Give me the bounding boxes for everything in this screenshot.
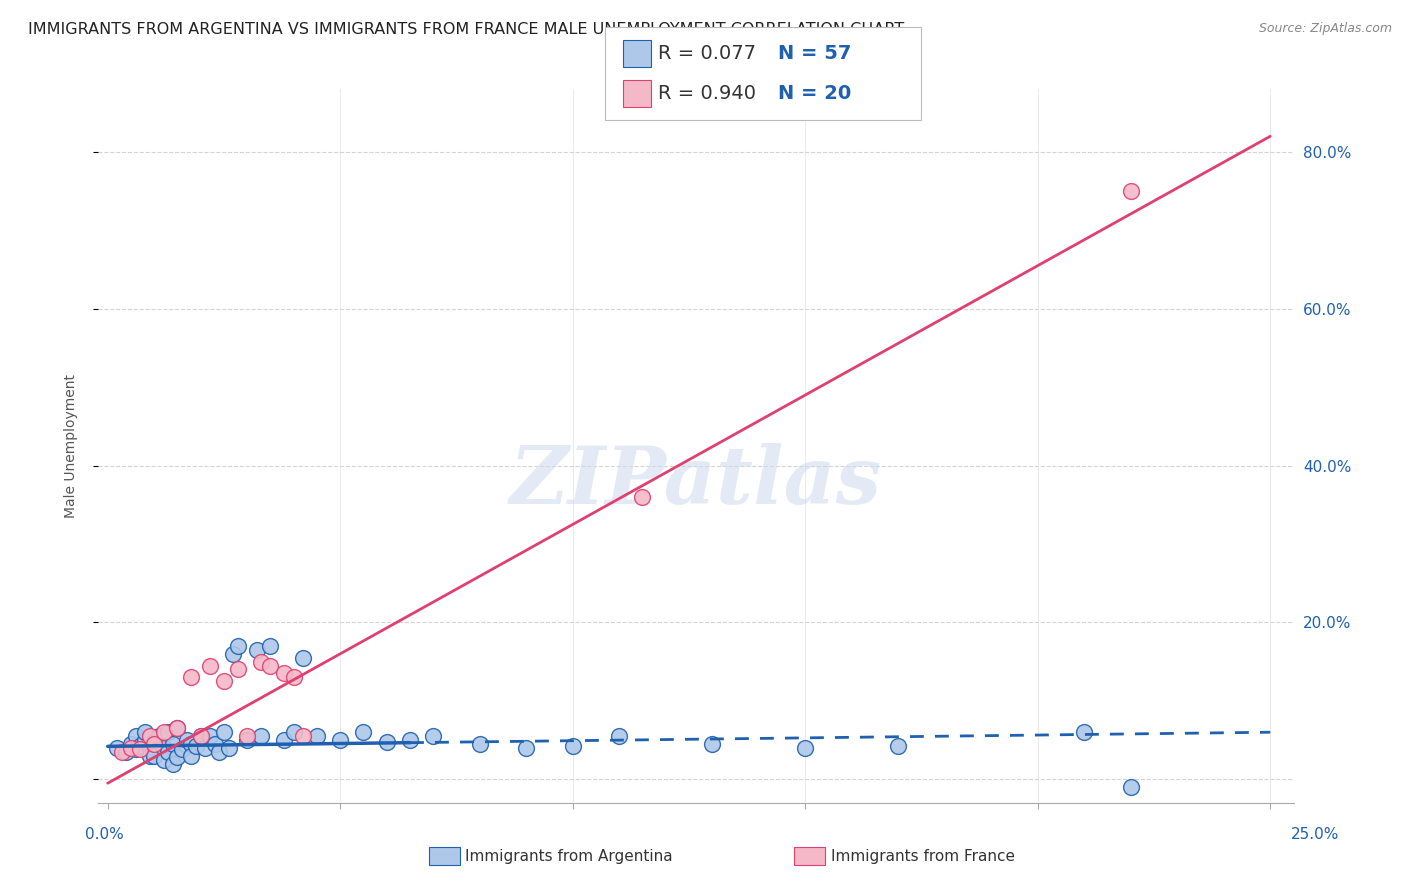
Point	[245, 643, 267, 657]
Point	[887, 739, 910, 754]
Point	[120, 740, 142, 755]
Point	[180, 748, 202, 763]
Point	[124, 742, 146, 756]
Point	[143, 734, 166, 748]
Text: N = 57: N = 57	[778, 44, 851, 63]
Point	[190, 729, 212, 743]
Point	[194, 740, 217, 755]
Point	[702, 737, 724, 751]
Point	[138, 742, 160, 756]
Point	[166, 721, 188, 735]
Point	[176, 733, 198, 747]
Point	[152, 740, 174, 755]
Point	[138, 748, 160, 763]
Point	[198, 729, 221, 743]
Point	[631, 490, 654, 504]
Point	[134, 733, 156, 747]
Point	[172, 742, 194, 756]
Point	[157, 745, 180, 759]
Point	[226, 663, 249, 677]
Point	[292, 729, 315, 743]
Point	[143, 748, 166, 763]
Point	[166, 721, 188, 735]
Point	[250, 655, 273, 669]
Text: Source: ZipAtlas.com: Source: ZipAtlas.com	[1258, 22, 1392, 36]
Point	[212, 674, 235, 689]
Point	[138, 729, 160, 743]
Point	[218, 740, 240, 755]
Point	[283, 670, 305, 684]
Point	[152, 753, 174, 767]
Point	[166, 750, 188, 764]
Text: IMMIGRANTS FROM ARGENTINA VS IMMIGRANTS FROM FRANCE MALE UNEMPLOYMENT CORRELATIO: IMMIGRANTS FROM ARGENTINA VS IMMIGRANTS …	[28, 22, 904, 37]
Text: R = 0.077: R = 0.077	[658, 44, 756, 63]
Point	[198, 658, 221, 673]
Point	[120, 737, 142, 751]
Point	[259, 658, 281, 673]
Point	[152, 725, 174, 739]
Point	[292, 650, 315, 665]
Point	[353, 725, 375, 739]
Point	[208, 745, 231, 759]
Point	[1119, 780, 1142, 794]
Point	[184, 739, 207, 754]
Point	[1073, 725, 1095, 739]
Point	[226, 639, 249, 653]
Point	[162, 737, 184, 751]
Point	[273, 666, 295, 681]
Point	[129, 739, 152, 754]
Point	[273, 733, 295, 747]
Point	[115, 745, 138, 759]
Text: 0.0%: 0.0%	[84, 827, 124, 841]
Point	[283, 725, 305, 739]
Point	[329, 733, 352, 747]
Text: R = 0.940: R = 0.940	[658, 84, 756, 103]
Text: Immigrants from France: Immigrants from France	[831, 849, 1015, 863]
Point	[124, 729, 146, 743]
Point	[375, 734, 398, 748]
Text: Immigrants from Argentina: Immigrants from Argentina	[465, 849, 673, 863]
Point	[236, 733, 259, 747]
Point	[422, 729, 444, 743]
Point	[1119, 184, 1142, 198]
Y-axis label: Male Unemployment: Male Unemployment	[63, 374, 77, 518]
Point	[250, 729, 273, 743]
Point	[468, 737, 491, 751]
Point	[607, 729, 630, 743]
Text: 25.0%: 25.0%	[1291, 827, 1339, 841]
Point	[222, 647, 245, 661]
Point	[204, 737, 226, 751]
Text: N = 20: N = 20	[778, 84, 851, 103]
Point	[105, 740, 128, 755]
Point	[561, 739, 583, 754]
Point	[134, 725, 156, 739]
Point	[157, 725, 180, 739]
Point	[129, 742, 152, 756]
Point	[190, 729, 212, 743]
Point	[515, 740, 537, 755]
Point	[111, 745, 134, 759]
Point	[212, 725, 235, 739]
Point	[259, 639, 281, 653]
Text: ZIPatlas: ZIPatlas	[510, 443, 882, 520]
Point	[236, 729, 259, 743]
Point	[180, 670, 202, 684]
Point	[162, 756, 184, 771]
Point	[794, 740, 817, 755]
Point	[143, 737, 166, 751]
Point	[180, 737, 202, 751]
Point	[148, 729, 170, 743]
Point	[399, 733, 422, 747]
Point	[305, 729, 328, 743]
